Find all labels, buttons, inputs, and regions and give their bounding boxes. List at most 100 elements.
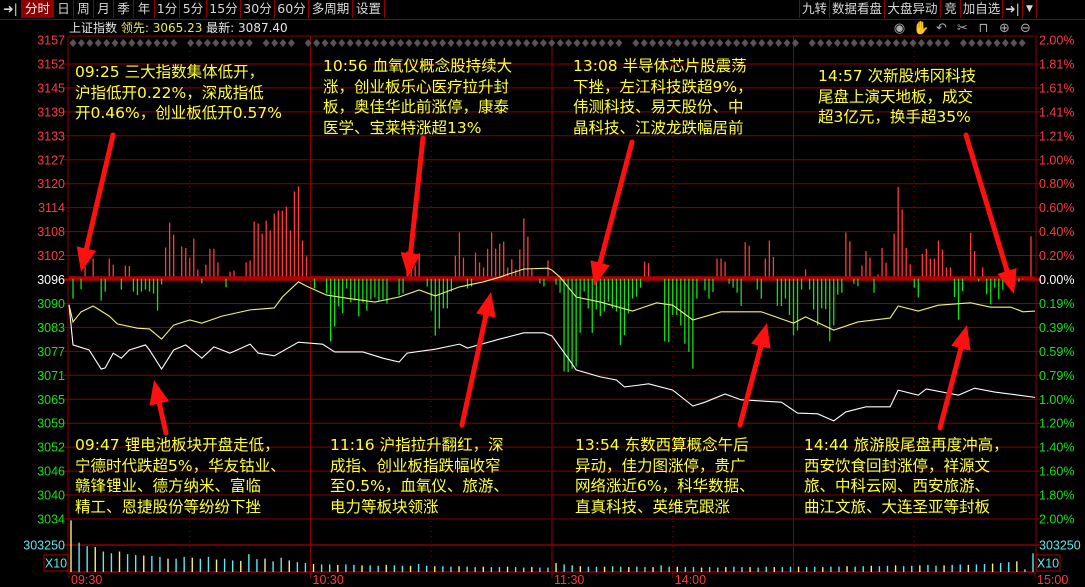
event-marker-icon xyxy=(455,39,463,47)
event-marker-icon xyxy=(758,39,766,47)
tab-month[interactable]: 月 xyxy=(94,0,114,18)
event-marker-icon xyxy=(94,39,102,47)
event-marker-icon xyxy=(943,39,951,47)
time-tick-label: 09:30 xyxy=(71,573,102,587)
dropdown-arrow-icon[interactable]: ▼ xyxy=(1023,0,1037,18)
event-marker-icon xyxy=(111,39,119,47)
annotation-line: 板，奥佳华此前涨停，康泰 xyxy=(323,98,510,117)
event-marker-icon xyxy=(271,39,279,47)
event-marker-icon xyxy=(808,39,816,47)
event-marker-icon xyxy=(733,39,741,47)
eye-icon[interactable]: ◉ xyxy=(893,21,906,36)
zoom-out-icon[interactable]: ⊖ xyxy=(1020,21,1031,36)
tab-year[interactable]: 年 xyxy=(134,0,155,18)
annotation-line: 涨，创业板乐心医疗拉升封 xyxy=(323,77,510,96)
chart-tools: ◉ ✋ ↶ ✂ ⊓ ⊕ ⊖ xyxy=(892,21,1033,36)
time-tick-label: 15:00 xyxy=(1037,573,1068,587)
annotation-line: 精工、恩捷股份等纷纷下挫 xyxy=(75,498,262,517)
add-watchlist-button[interactable]: 加自选 xyxy=(961,0,1003,18)
event-marker-icon xyxy=(749,39,757,47)
event-marker-icon xyxy=(707,39,715,47)
annotation-line: 开0.46%，创业板低开0.57% xyxy=(75,104,282,123)
tab-multi-period[interactable]: 多周期 xyxy=(309,0,353,18)
price-tick-label: 3046 xyxy=(37,465,65,479)
event-marker-icon xyxy=(287,39,295,47)
tab-30min[interactable]: 30分 xyxy=(241,0,275,18)
annotation-line: 网络涨近6%，科华数据、 xyxy=(575,477,755,496)
percent-tick-label: 0.40% xyxy=(1039,225,1074,239)
tab-week[interactable]: 周 xyxy=(74,0,94,18)
tab-quarter[interactable]: 季 xyxy=(114,0,134,18)
annotation-line: 11:16 沪指拉升翻红，深 xyxy=(330,436,504,454)
event-marker-icon xyxy=(581,39,589,47)
event-marker-icon xyxy=(682,39,690,47)
price-tick-label: 3071 xyxy=(37,369,65,383)
event-marker-icon xyxy=(817,39,825,47)
annotation-line: 13:54 东数西算概念午后 xyxy=(575,436,749,454)
annotation-1116: 11:16 沪指拉升翻红，深 成指、创业板指跌幅收窄 至0.5%，血氧仪、旅游、… xyxy=(330,435,509,518)
annotation-line: 成指、创业板指跌幅收窄 xyxy=(330,456,501,475)
undo-icon[interactable]: ↶ xyxy=(936,21,947,36)
event-marker-icon xyxy=(850,39,858,47)
event-marker-icon xyxy=(136,39,144,47)
event-marker-icon xyxy=(565,39,573,47)
jiuzhuan-button[interactable]: 九转 xyxy=(799,0,830,18)
event-marker-icon xyxy=(430,39,438,47)
pin-to-right-icon[interactable]: ➜| xyxy=(1003,0,1023,18)
tab-1min[interactable]: 1分 xyxy=(155,0,180,18)
event-marker-icon xyxy=(1010,39,1018,47)
event-marker-icon xyxy=(976,39,984,47)
event-marker-icon xyxy=(439,39,447,47)
event-marker-icon xyxy=(598,39,606,47)
event-marker-icon xyxy=(716,39,724,47)
event-marker-icon xyxy=(229,39,237,47)
event-marker-icon xyxy=(523,39,531,47)
tab-15min[interactable]: 15分 xyxy=(207,0,241,18)
event-marker-icon xyxy=(985,39,993,47)
price-tick-label: 3145 xyxy=(37,81,65,95)
auction-button[interactable]: 竞 xyxy=(941,0,961,18)
event-marker-icon xyxy=(548,39,556,47)
market-alert-button[interactable]: 大盘异动 xyxy=(885,0,941,18)
percent-tick-label: 1.40% xyxy=(1039,441,1074,455)
price-tick-label: 3133 xyxy=(37,129,65,143)
tab-intraday[interactable]: 分时 xyxy=(22,0,54,18)
event-marker-icon xyxy=(875,39,883,47)
zoom-in-icon[interactable]: ⊕ xyxy=(999,21,1010,36)
pin-to-right-icon[interactable]: ➜| xyxy=(0,0,22,18)
event-marker-icon xyxy=(119,39,127,47)
data-board-button[interactable]: 数据看盘 xyxy=(830,0,885,18)
event-marker-icon xyxy=(892,39,900,47)
volume-multiplier-label: X10 xyxy=(1037,557,1059,571)
event-marker-icon xyxy=(338,39,346,47)
event-marker-icon xyxy=(926,39,934,47)
price-tick-label: 3114 xyxy=(38,201,65,215)
percent-tick-label: 2.00% xyxy=(1039,513,1074,527)
percent-tick-label: 0.00% xyxy=(1039,273,1074,287)
tab-settings[interactable]: 设置 xyxy=(353,0,385,18)
tab-5min[interactable]: 5分 xyxy=(180,0,207,18)
event-marker-icon xyxy=(993,39,1001,47)
latest-value: 3087.40 xyxy=(238,21,288,35)
tab-60min[interactable]: 60分 xyxy=(275,0,309,18)
event-marker-icon xyxy=(355,39,363,47)
tab-day[interactable]: 日 xyxy=(54,0,74,18)
price-tick-label: 3052 xyxy=(37,441,65,455)
event-marker-icon xyxy=(766,39,774,47)
lock-icon[interactable]: ⊓ xyxy=(978,21,989,36)
event-marker-icon xyxy=(884,39,892,47)
event-marker-icon xyxy=(388,39,396,47)
event-marker-icon xyxy=(77,39,85,47)
event-marker-icon xyxy=(86,39,94,47)
hand-icon[interactable]: ✋ xyxy=(913,21,930,36)
event-marker-icon xyxy=(833,39,841,47)
percent-tick-label: 0.19% xyxy=(1039,297,1074,311)
price-tick-label: 3090 xyxy=(37,297,65,311)
event-marker-icon xyxy=(413,39,421,47)
scissors-icon[interactable]: ✂ xyxy=(957,21,968,36)
annotation-line: 伟测科技、易天股份、中 xyxy=(573,98,744,117)
event-marker-icon xyxy=(632,39,640,47)
annotation-1308: 13:08 半导体芯片股震荡 下挫，左江科技跌超9%， 伟测科技、易天股份、中 … xyxy=(573,56,753,139)
event-marker-icon xyxy=(968,39,976,47)
annotation-1056: 10:56 血氧仪概念股持续大 涨，创业板乐心医疗拉升封 板，奥佳华此前涨停，康… xyxy=(323,56,512,139)
